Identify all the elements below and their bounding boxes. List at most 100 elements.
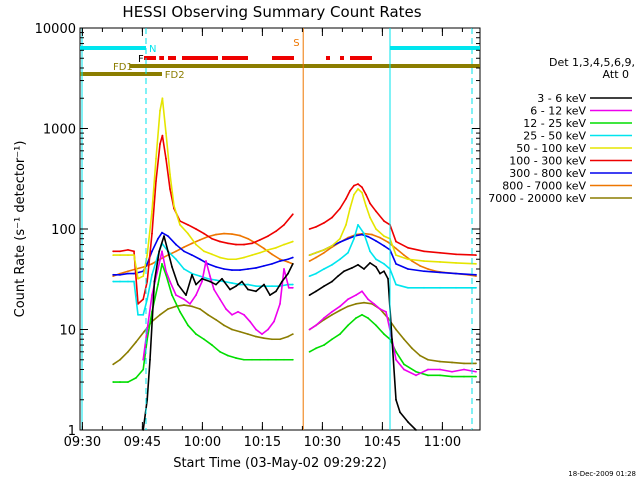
data-point xyxy=(475,262,477,265)
data-point xyxy=(201,280,203,283)
data-point xyxy=(146,328,149,331)
data-point xyxy=(279,338,281,341)
data-point xyxy=(357,188,359,190)
data-point xyxy=(347,298,349,301)
data-point xyxy=(395,247,397,250)
data-point xyxy=(269,294,271,296)
y-axis-label: Count Rate (s⁻¹ detector⁻¹) xyxy=(13,141,28,318)
data-point xyxy=(395,262,397,265)
data-point xyxy=(291,262,294,265)
data-point xyxy=(287,272,289,275)
data-point xyxy=(345,223,347,226)
data-point xyxy=(203,250,205,253)
data-point xyxy=(112,280,115,283)
data-point xyxy=(112,254,115,256)
data-point xyxy=(331,216,333,219)
data-point xyxy=(395,254,397,256)
data-point xyxy=(475,370,477,373)
data-point xyxy=(347,251,349,254)
series-3-6-kev xyxy=(142,235,417,431)
data-point xyxy=(171,265,173,268)
series-300-800-kev xyxy=(112,231,477,276)
data-point xyxy=(231,328,233,331)
data-point xyxy=(455,286,457,289)
data-point xyxy=(255,335,257,338)
data-point xyxy=(427,268,429,270)
data-point xyxy=(323,317,325,319)
data-point xyxy=(177,283,179,286)
data-point xyxy=(451,370,453,373)
data-point xyxy=(165,157,167,160)
data-point xyxy=(283,223,285,226)
data-point xyxy=(161,262,163,265)
data-point xyxy=(279,258,281,261)
data-point xyxy=(463,375,465,378)
data-point xyxy=(291,240,294,243)
data-point xyxy=(281,280,283,283)
data-point xyxy=(291,283,294,286)
data-point xyxy=(137,277,139,280)
data-point xyxy=(308,294,311,296)
data-point xyxy=(247,268,249,270)
data-point xyxy=(255,242,257,245)
data-point xyxy=(308,275,311,277)
legend-header-line-2: Att 0 xyxy=(603,68,629,81)
data-point xyxy=(195,243,197,246)
data-point xyxy=(142,358,145,361)
data-point xyxy=(127,254,129,256)
data-point xyxy=(183,268,185,270)
data-point xyxy=(375,210,377,213)
legend-entry-label: 12 - 25 keV xyxy=(523,117,586,130)
data-point xyxy=(199,238,201,241)
data-point xyxy=(231,282,233,284)
data-point xyxy=(339,258,341,261)
data-point xyxy=(119,254,121,256)
data-point xyxy=(379,236,381,239)
data-point xyxy=(451,361,453,364)
data-point xyxy=(427,374,429,377)
data-point xyxy=(189,302,191,305)
data-point xyxy=(142,368,145,371)
data-point xyxy=(191,272,193,275)
x-tick-label: 10:45 xyxy=(364,435,401,450)
data-point xyxy=(149,358,151,361)
data-point xyxy=(239,330,241,333)
data-point xyxy=(339,333,341,335)
data-point xyxy=(127,272,129,275)
data-point xyxy=(112,381,115,383)
series-line xyxy=(309,188,477,265)
data-point xyxy=(383,333,385,335)
annotation-layer xyxy=(80,46,480,76)
data-point xyxy=(219,256,221,259)
data-point xyxy=(135,376,137,379)
data-point xyxy=(146,280,149,283)
series-12-25-kev xyxy=(112,262,477,383)
data-point xyxy=(407,286,409,289)
legend-entry-label: 100 - 300 keV xyxy=(509,155,586,168)
y-tick-label: 1000 xyxy=(43,123,76,138)
data-point xyxy=(363,301,365,304)
data-point xyxy=(475,275,477,277)
data-point xyxy=(287,286,290,289)
data-point xyxy=(133,272,135,275)
data-point xyxy=(187,223,189,226)
data-point xyxy=(112,273,115,276)
data-point xyxy=(251,254,253,256)
data-point xyxy=(369,202,371,205)
data-point xyxy=(235,258,237,261)
data-point xyxy=(419,354,421,357)
data-point xyxy=(369,250,371,253)
data-point xyxy=(223,268,225,270)
data-point xyxy=(379,272,381,275)
data-point xyxy=(375,240,377,242)
data-point xyxy=(427,368,429,371)
data-point xyxy=(415,429,417,431)
data-point xyxy=(439,251,441,254)
data-point xyxy=(255,290,257,293)
y-tick-label: 10 xyxy=(59,324,76,339)
data-point xyxy=(215,279,217,282)
data-point xyxy=(191,242,193,245)
data-point xyxy=(323,222,325,224)
data-point xyxy=(157,268,159,270)
data-point xyxy=(423,270,425,273)
